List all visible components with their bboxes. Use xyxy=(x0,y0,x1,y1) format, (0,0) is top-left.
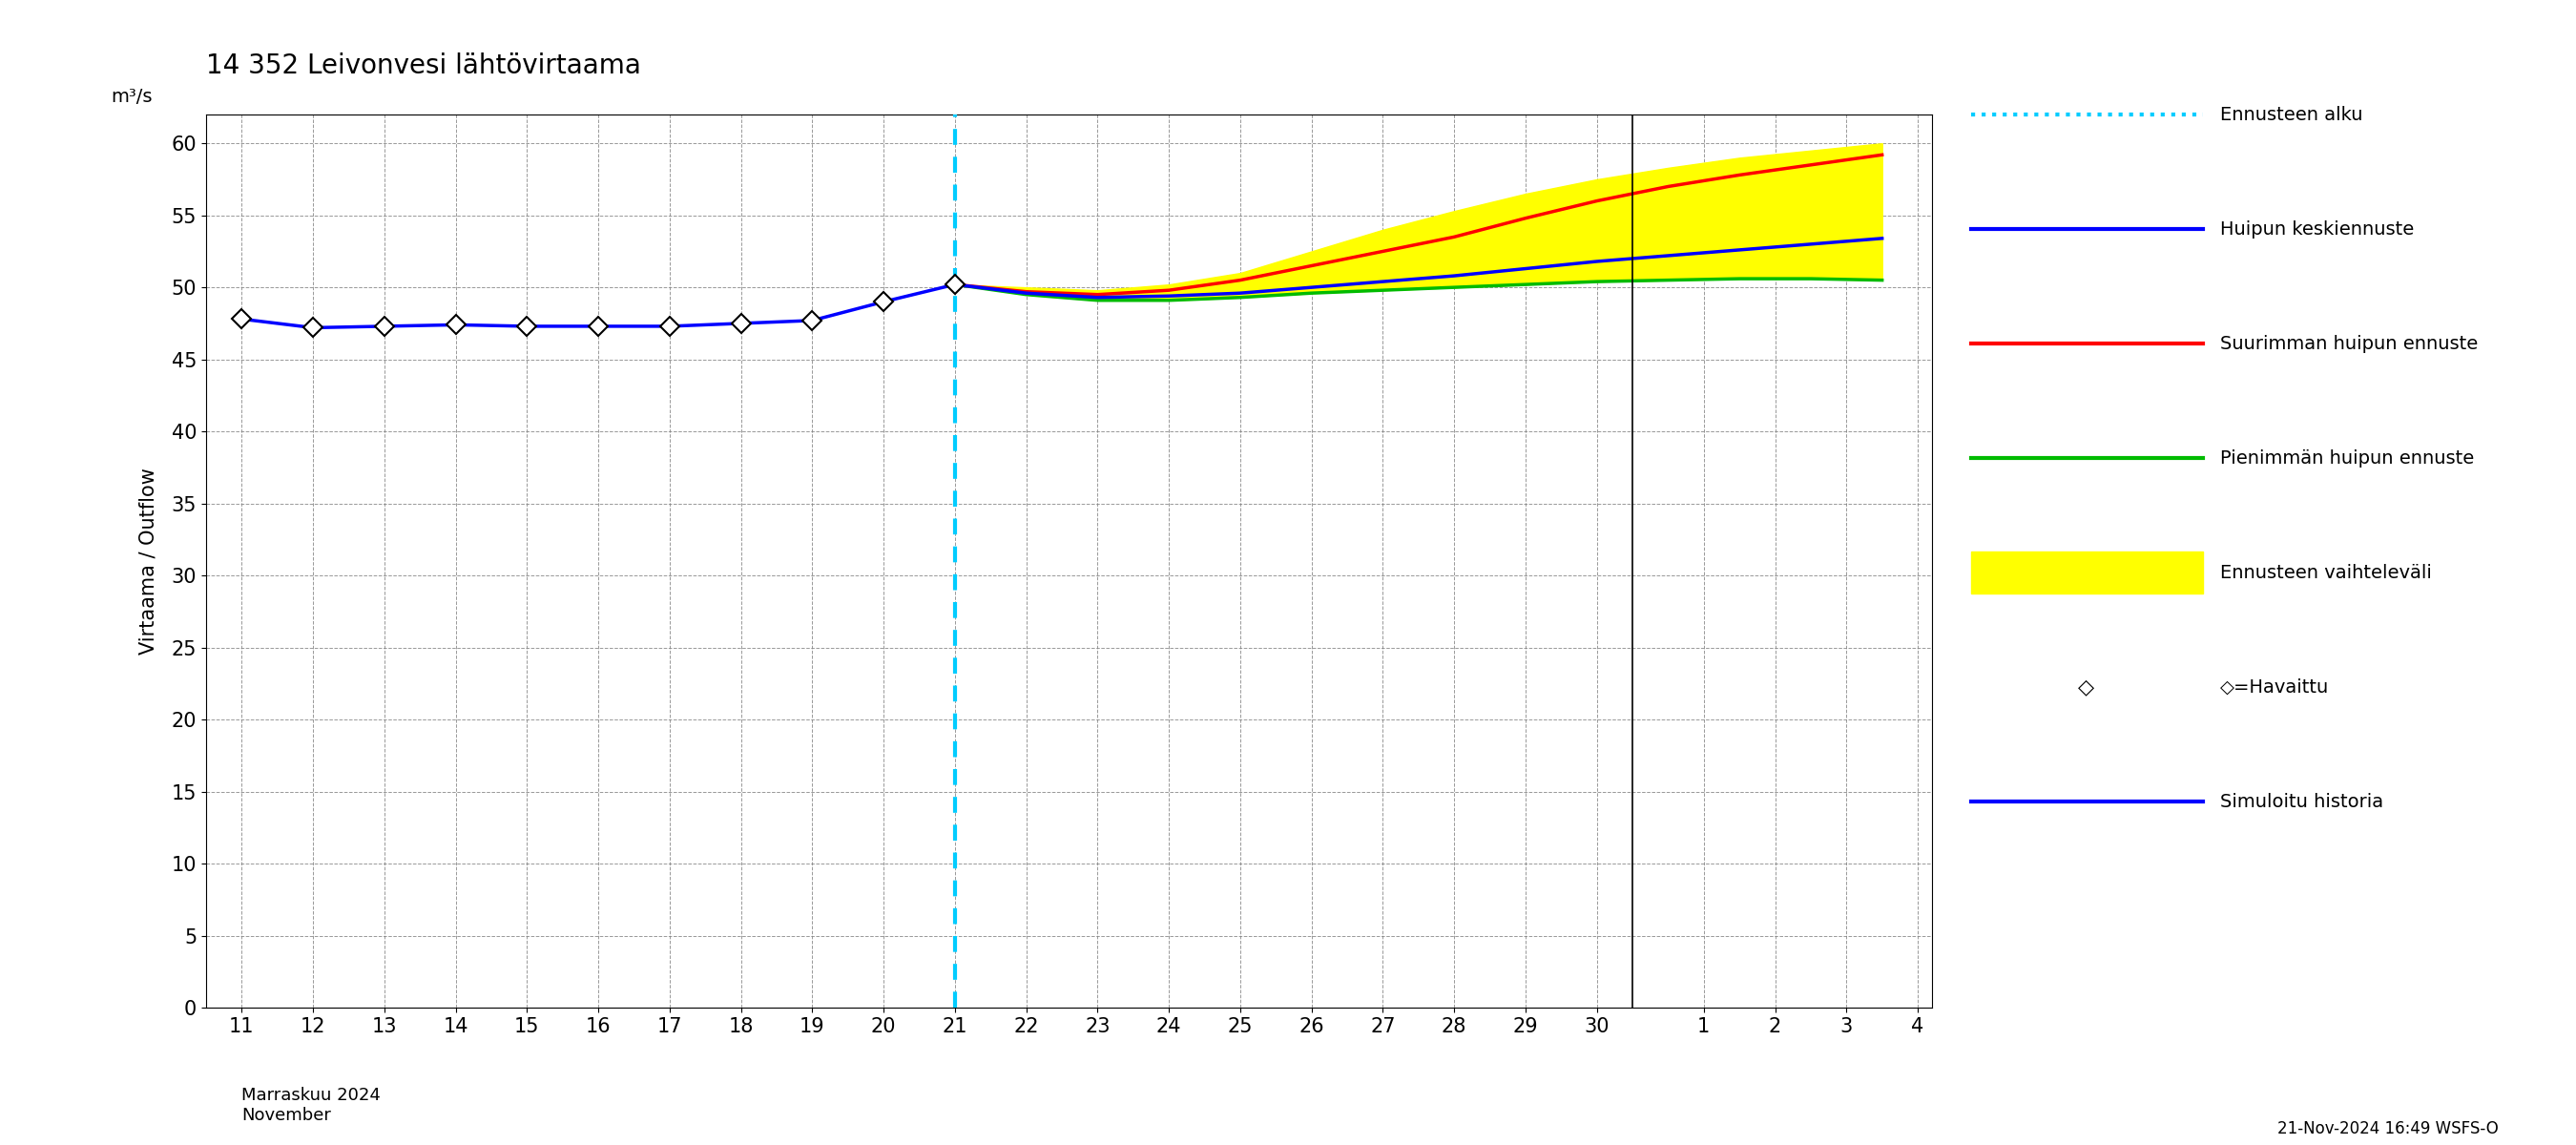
Text: ◇=Havaittu: ◇=Havaittu xyxy=(2221,678,2329,696)
Text: Simuloitu historia: Simuloitu historia xyxy=(2221,792,2383,811)
Text: ◇: ◇ xyxy=(2079,678,2094,696)
Text: Ennusteen alku: Ennusteen alku xyxy=(2221,105,2362,124)
Text: Marraskuu 2024
November: Marraskuu 2024 November xyxy=(242,1087,381,1124)
Text: m³/s: m³/s xyxy=(111,87,152,105)
Text: Suurimman huipun ennuste: Suurimman huipun ennuste xyxy=(2221,334,2478,353)
Text: 14 352 Leivonvesi lähtövirtaama: 14 352 Leivonvesi lähtövirtaama xyxy=(206,52,641,79)
Text: Pienimmän huipun ennuste: Pienimmän huipun ennuste xyxy=(2221,449,2476,467)
Text: 21-Nov-2024 16:49 WSFS-O: 21-Nov-2024 16:49 WSFS-O xyxy=(2277,1120,2499,1137)
Text: Huipun keskiennuste: Huipun keskiennuste xyxy=(2221,220,2414,238)
Text: Ennusteen vaihteleväli: Ennusteen vaihteleväli xyxy=(2221,563,2432,582)
Y-axis label: Virtaama / Outflow: Virtaama / Outflow xyxy=(139,467,157,655)
